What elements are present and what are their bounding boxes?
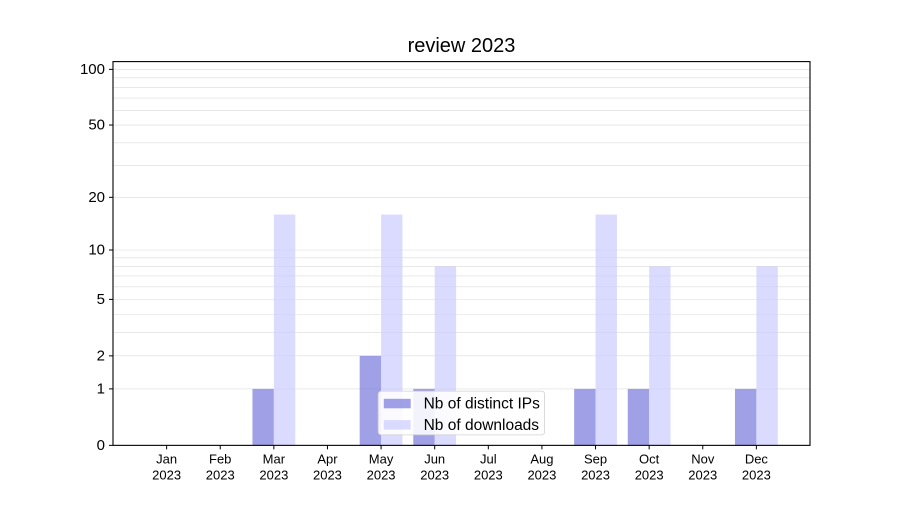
svg-text:Aug: Aug — [530, 451, 553, 466]
svg-text:2023: 2023 — [313, 467, 342, 482]
svg-text:50: 50 — [88, 117, 105, 134]
svg-text:Jun: Jun — [424, 451, 445, 466]
svg-text:20: 20 — [88, 189, 105, 206]
svg-text:Sep: Sep — [584, 451, 607, 466]
svg-text:2023: 2023 — [206, 467, 235, 482]
svg-text:1: 1 — [97, 380, 105, 397]
svg-text:2023: 2023 — [581, 467, 610, 482]
svg-text:Nov: Nov — [691, 451, 715, 466]
svg-text:100: 100 — [80, 61, 105, 78]
svg-text:Nb of downloads: Nb of downloads — [424, 417, 540, 434]
svg-text:Jul: Jul — [480, 451, 497, 466]
svg-text:2023: 2023 — [742, 467, 771, 482]
svg-text:Jan: Jan — [156, 451, 177, 466]
svg-text:Feb: Feb — [209, 451, 231, 466]
svg-text:10: 10 — [88, 242, 105, 259]
svg-text:Nb of distinct IPs: Nb of distinct IPs — [424, 396, 541, 413]
svg-text:Oct: Oct — [639, 451, 660, 466]
svg-text:2023: 2023 — [527, 467, 556, 482]
svg-text:2023: 2023 — [635, 467, 664, 482]
svg-text:review 2023: review 2023 — [408, 35, 516, 57]
svg-text:Mar: Mar — [263, 451, 286, 466]
svg-text:5: 5 — [97, 291, 105, 308]
svg-text:2023: 2023 — [688, 467, 717, 482]
svg-text:2023: 2023 — [367, 467, 396, 482]
svg-text:2: 2 — [97, 347, 105, 364]
svg-text:0: 0 — [97, 437, 105, 454]
svg-text:Apr: Apr — [317, 451, 338, 466]
svg-text:May: May — [369, 451, 394, 466]
svg-text:2023: 2023 — [420, 467, 449, 482]
svg-text:Dec: Dec — [745, 451, 769, 466]
svg-text:2023: 2023 — [259, 467, 288, 482]
svg-text:2023: 2023 — [474, 467, 503, 482]
svg-text:2023: 2023 — [152, 467, 181, 482]
